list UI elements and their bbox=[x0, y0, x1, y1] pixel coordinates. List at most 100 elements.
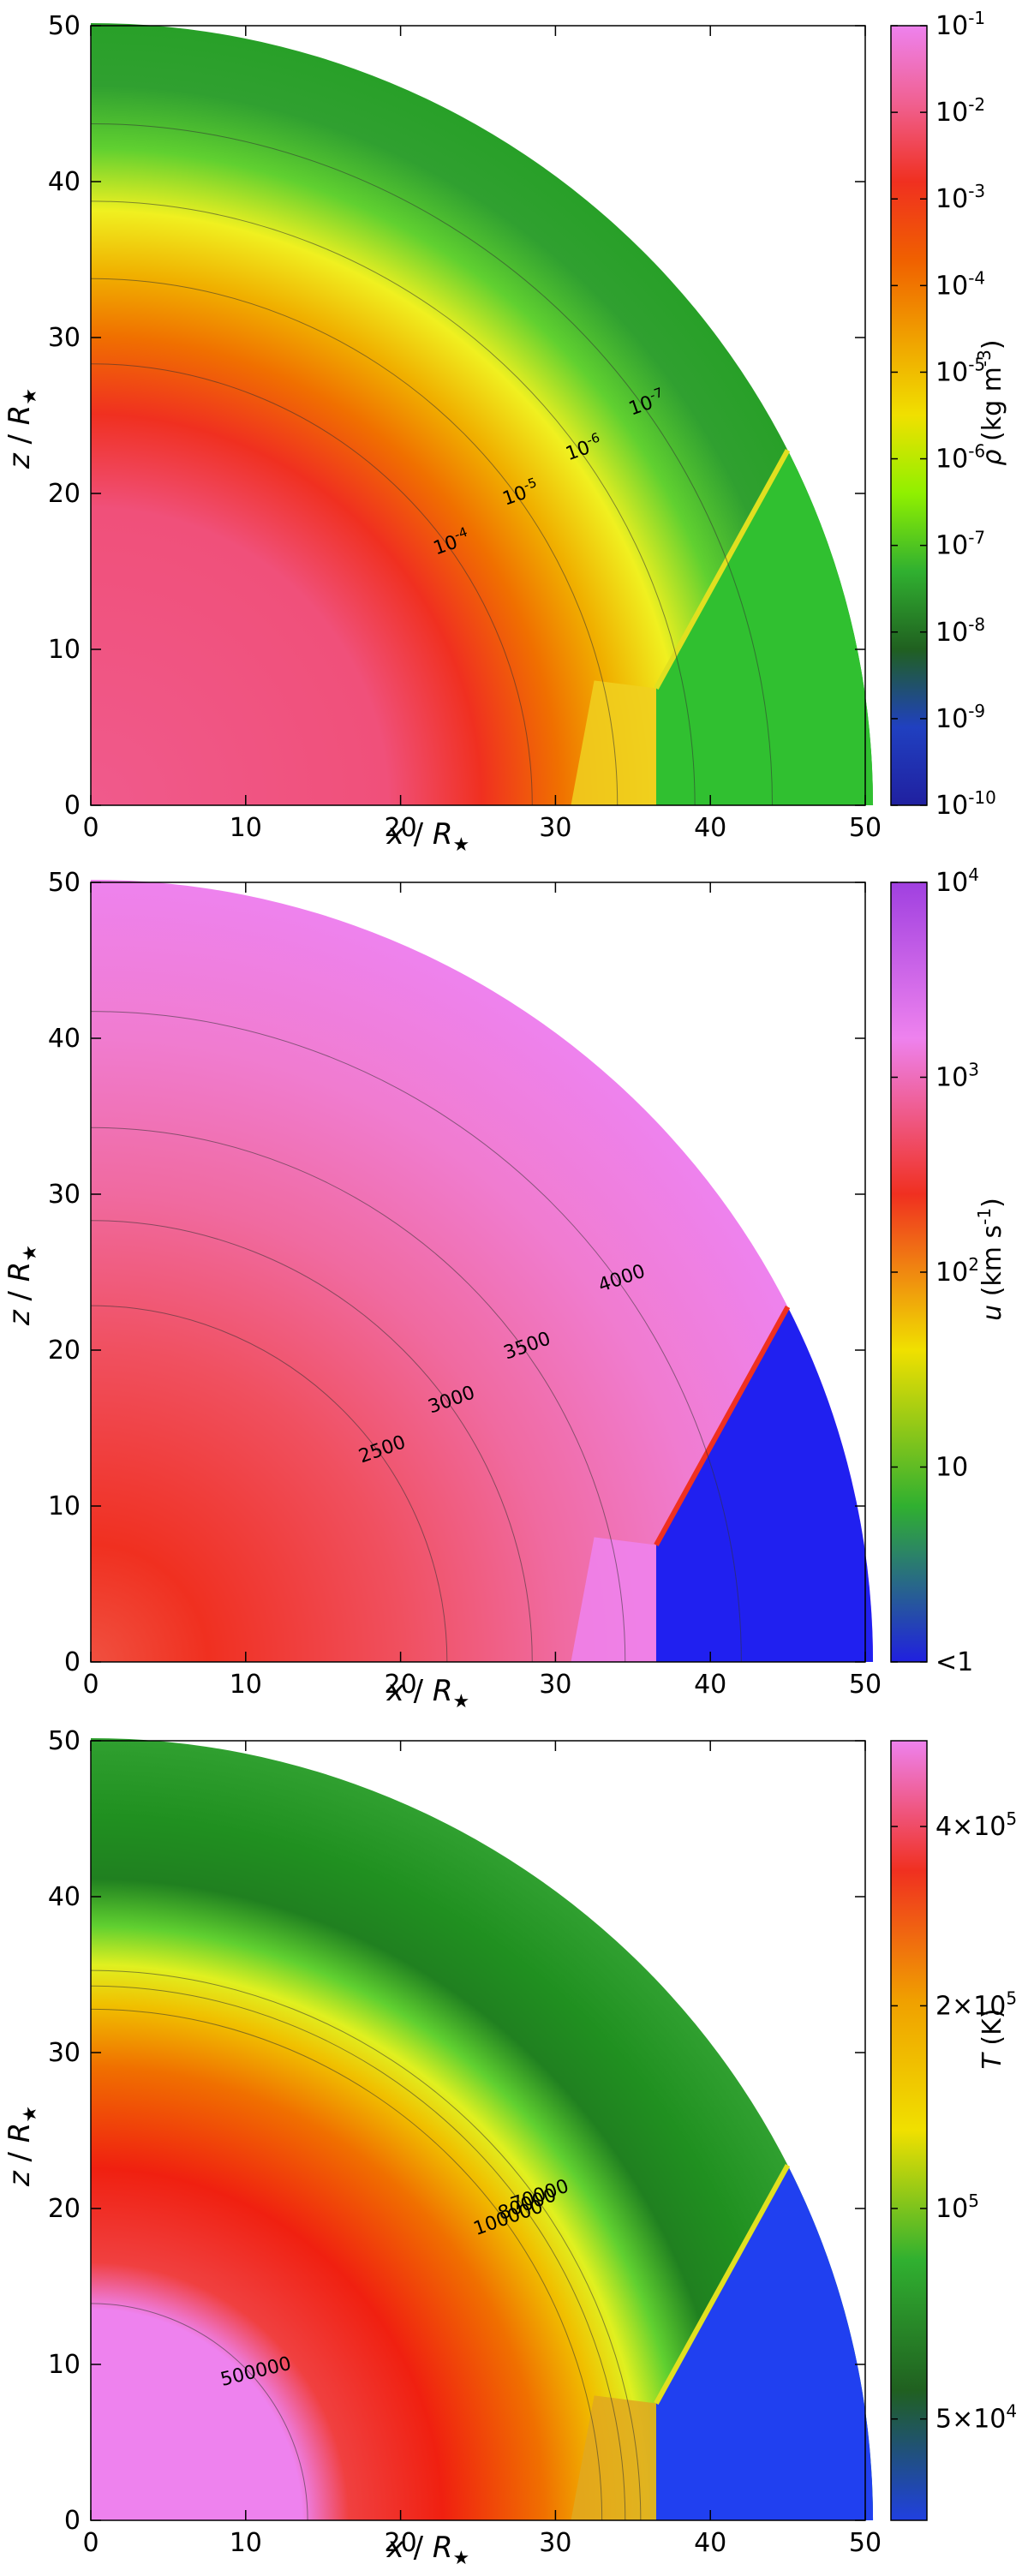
x-tick-label: 40 bbox=[694, 1670, 726, 1700]
x-tick-label: 20 bbox=[385, 813, 417, 843]
colorbar-tick-label: 10-1 bbox=[935, 8, 985, 41]
quarter-disk bbox=[91, 22, 874, 805]
y-tick-label: 50 bbox=[48, 1726, 81, 1756]
x-axis-label: x / R★ bbox=[386, 817, 470, 856]
contour-line bbox=[90, 1127, 626, 1663]
x-tick-label: 50 bbox=[849, 1670, 882, 1700]
x-tick-label: 20 bbox=[385, 1670, 417, 1700]
y-tick-label: 10 bbox=[48, 1491, 81, 1521]
colorbar-tick-label: 105 bbox=[935, 2190, 979, 2224]
y-tick-label: 30 bbox=[48, 2038, 81, 2068]
colorbar-tick-label: 102 bbox=[935, 1254, 979, 1288]
colorbar-label: ρ (kg m-3) bbox=[974, 339, 1007, 465]
plot-frame bbox=[90, 1740, 866, 2521]
y-axis-label: z / R★ bbox=[3, 2106, 41, 2187]
colorbar-tick-label: 10-5 bbox=[935, 354, 985, 387]
cone-region bbox=[655, 450, 874, 805]
y-tick-label: 0 bbox=[64, 1647, 81, 1677]
contour-line bbox=[90, 1985, 626, 2521]
x-tick-label: 10 bbox=[230, 2528, 262, 2558]
colorbar-tick-label: 10-6 bbox=[935, 441, 985, 475]
colorbar-tick-label: 4×105 bbox=[935, 1808, 1017, 1842]
y-tick-label: 40 bbox=[48, 167, 81, 197]
colorbar-tick-label: 10 bbox=[935, 1453, 968, 1483]
y-tick-label: 20 bbox=[48, 1336, 81, 1366]
contour-line bbox=[90, 200, 696, 806]
cone-region bbox=[655, 2165, 874, 2520]
y-tick-label: 40 bbox=[48, 1882, 81, 1912]
colorbar-tick-label: 103 bbox=[935, 1060, 979, 1093]
shell-region bbox=[571, 2395, 656, 2520]
shock-front bbox=[654, 449, 791, 690]
contour-line bbox=[90, 123, 774, 806]
colorbar-tick-label: 10-10 bbox=[935, 787, 996, 821]
colorbar-tick-label: 10-9 bbox=[935, 701, 985, 734]
temperature-axes: 0 10 20 30 40 50 0 10 20 30 40 50 bbox=[48, 1726, 882, 2558]
contour-line bbox=[90, 2008, 603, 2521]
y-tick-label: 50 bbox=[48, 11, 81, 41]
y-tick-label: 0 bbox=[64, 791, 81, 821]
x-tick-label: 30 bbox=[539, 813, 571, 843]
colorbar-tick-label: 104 bbox=[935, 864, 979, 898]
contour-line bbox=[90, 2303, 308, 2521]
y-tick-label: 40 bbox=[48, 1024, 81, 1054]
colorbar-tick-label: 2×105 bbox=[935, 1987, 1017, 2021]
colorbar-tick-label: <1 bbox=[935, 1647, 973, 1677]
shock-front bbox=[654, 2164, 791, 2405]
velocity-axes: 0 10 20 30 40 50 0 10 20 30 40 50 bbox=[48, 868, 882, 1700]
contour-line bbox=[90, 1220, 533, 1663]
x-tick-label: 20 bbox=[385, 2528, 417, 2558]
plot-frame bbox=[90, 882, 866, 1663]
colorbar-bar bbox=[890, 25, 928, 806]
contour-line bbox=[90, 1011, 742, 1663]
x-tick-label: 10 bbox=[230, 1670, 262, 1700]
y-tick-label: 30 bbox=[48, 323, 81, 353]
contour-line bbox=[90, 1969, 642, 2521]
x-tick-label: 50 bbox=[849, 813, 882, 843]
cone-region bbox=[655, 1306, 874, 1662]
density-panel: 10-710-610-510-4 10-110-210-310-410-510-… bbox=[3, 8, 1007, 856]
x-tick-label: 30 bbox=[539, 2528, 571, 2558]
x-tick-label: 0 bbox=[82, 813, 99, 843]
colorbar-bar bbox=[890, 1740, 928, 2521]
colorbar-tick-label: 5×104 bbox=[935, 2401, 1017, 2435]
x-tick-label: 0 bbox=[82, 1670, 99, 1700]
x-axis-label: x / R★ bbox=[386, 2531, 470, 2569]
colorbar-tick-label: 10-3 bbox=[935, 181, 985, 214]
x-tick-label: 40 bbox=[694, 2528, 726, 2558]
y-tick-label: 0 bbox=[64, 2506, 81, 2536]
colorbar-label: T (K) bbox=[977, 2009, 1007, 2070]
velocity-colorbar: 104 103 102 10 <1 bbox=[890, 864, 979, 1677]
shell-region bbox=[571, 1537, 656, 1662]
contour-line bbox=[90, 1305, 448, 1663]
x-tick-label: 50 bbox=[849, 2528, 882, 2558]
y-axis-label: z / R★ bbox=[3, 1245, 41, 1326]
colorbar-tick-label: 10-7 bbox=[935, 528, 985, 561]
y-tick-label: 30 bbox=[48, 1180, 81, 1210]
temperature-colorbar: 4×105 2×105 105 5×104 bbox=[890, 1740, 1017, 2521]
colorbar-tick-label: 10-4 bbox=[935, 267, 985, 301]
colorbar-label: u (km s-1) bbox=[974, 1198, 1007, 1321]
density-colorbar: 10-1 10-2 10-3 10-4 10-5 10-6 10-7 10-8 10-9 10-1… bbox=[890, 8, 996, 821]
plot-frame bbox=[90, 25, 866, 806]
x-axis-label: x / R★ bbox=[386, 1674, 470, 1712]
contour-line bbox=[90, 278, 619, 806]
x-tick-label: 10 bbox=[230, 813, 262, 843]
y-axis-label: z / R★ bbox=[3, 388, 41, 469]
y-tick-label: 20 bbox=[48, 2194, 81, 2224]
x-tick-label: 0 bbox=[82, 2528, 99, 2558]
x-tick-label: 30 bbox=[539, 1670, 571, 1700]
x-tick-label: 40 bbox=[694, 813, 726, 843]
y-tick-label: 10 bbox=[48, 635, 81, 665]
y-tick-label: 20 bbox=[48, 479, 81, 509]
contour-line bbox=[90, 363, 533, 806]
quarter-disk bbox=[91, 1737, 874, 2520]
density-axes: 0 10 20 30 40 50 0 10 20 30 40 50 bbox=[48, 11, 882, 843]
colorbar-tick-label: 10-2 bbox=[935, 94, 985, 128]
shock-front bbox=[654, 1306, 791, 1546]
